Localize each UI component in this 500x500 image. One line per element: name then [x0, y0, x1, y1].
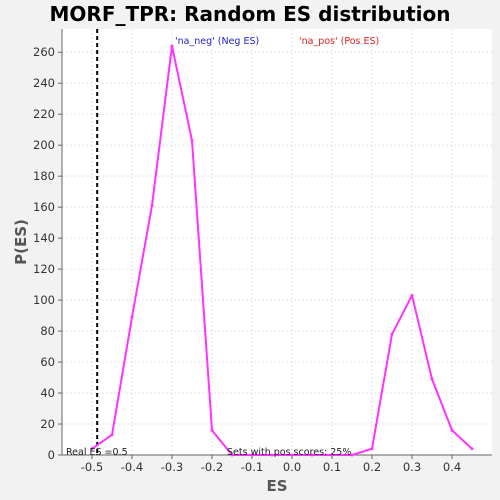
real-es-annotation: Real ES =0.5	[66, 447, 128, 458]
data-point	[170, 44, 174, 48]
grid	[62, 29, 492, 456]
data-point	[330, 453, 334, 457]
y-tick-label: 20	[40, 417, 55, 431]
data-point	[190, 139, 194, 143]
y-tick-label: 160	[33, 200, 55, 214]
data-point	[90, 447, 94, 451]
x-tick-label: 0.2	[363, 460, 381, 474]
data-point	[110, 433, 114, 437]
x-tick-label: -0.5	[81, 460, 103, 474]
data-point	[370, 447, 374, 451]
x-tick-label: -0.2	[201, 460, 223, 474]
x-tick-label: -0.3	[161, 460, 183, 474]
data-point	[210, 428, 214, 432]
data-point	[230, 453, 234, 457]
x-axis-label: ES	[266, 477, 287, 495]
data-point	[470, 447, 474, 451]
y-axis-label: P(ES)	[12, 219, 30, 265]
plot-area	[62, 29, 492, 455]
y-tick-label: 220	[33, 107, 55, 121]
data-point	[150, 204, 154, 208]
y-tick-label: 240	[33, 76, 55, 90]
y-tick-label: 260	[33, 45, 55, 59]
y-tick-label: 40	[40, 386, 55, 400]
y-tick-label: 60	[40, 355, 55, 369]
y-tick-label: 100	[33, 293, 55, 307]
y-tick-label: 140	[33, 231, 55, 245]
y-tick-label: 120	[33, 262, 55, 276]
data-point	[390, 332, 394, 336]
x-tick-label: 0.1	[323, 460, 341, 474]
y-tick-label: 180	[33, 169, 55, 183]
x-tick-label: -0.4	[121, 460, 143, 474]
data-point	[270, 453, 274, 457]
data-point	[310, 453, 314, 457]
y-tick-label: 200	[33, 138, 55, 152]
data-point	[430, 377, 434, 381]
pos-scores-annotation: Sets with pos scores: 25%	[227, 447, 351, 458]
data-point	[450, 428, 454, 432]
y-tick-label: 80	[40, 324, 55, 338]
x-tick-label: 0.3	[403, 460, 421, 474]
x-tick-label: -0.1	[241, 460, 263, 474]
data-point	[250, 453, 254, 457]
series-group	[90, 44, 474, 457]
legend-pos-label: 'na_pos' (Pos ES)	[299, 36, 379, 47]
y-tick-label: 0	[48, 448, 55, 462]
legend-neg-label: 'na_neg' (Neg ES)	[175, 36, 259, 47]
x-tick-label: 0.0	[283, 460, 301, 474]
data-point	[410, 293, 414, 297]
data-point	[290, 453, 294, 457]
data-point	[130, 315, 134, 319]
data-point	[350, 453, 354, 457]
axes: -0.5 -0.4 -0.3 -0.2 -0.1 0.0 0.1 0.2 0.3 0.4 0 20 40…	[33, 29, 492, 474]
chart-title: MORF_TPR: Random ES distribution	[50, 2, 451, 26]
series-line	[91, 45, 473, 456]
x-tick-label: 0.4	[443, 460, 461, 474]
